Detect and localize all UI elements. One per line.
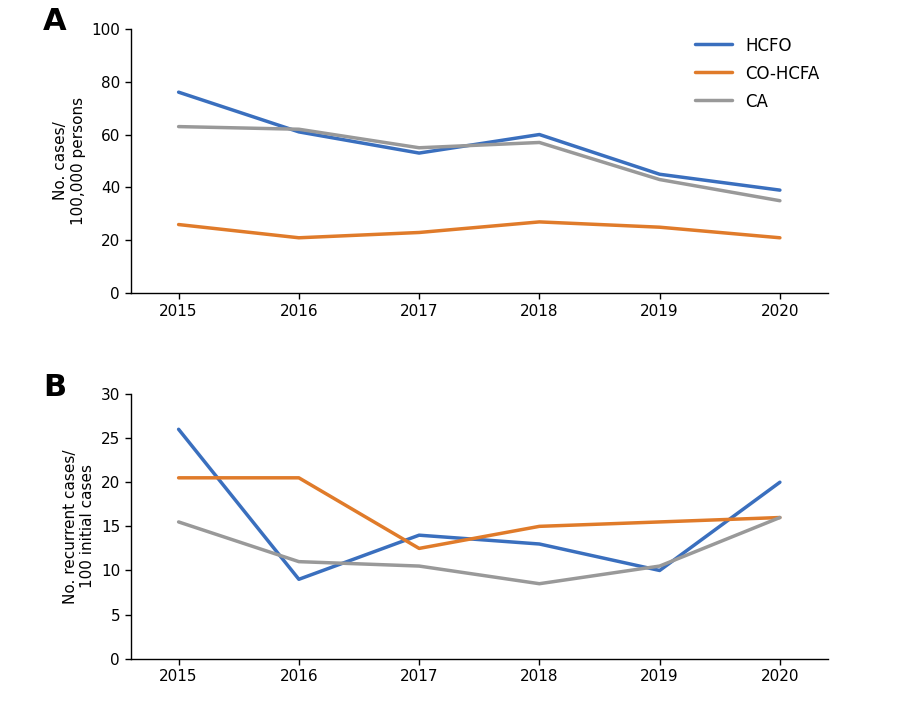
HCFO — [534, 540, 544, 548]
CA — [173, 518, 184, 526]
CO-HCFA — [654, 518, 665, 526]
HCFO — [173, 88, 184, 97]
CA — [654, 562, 665, 571]
HCFO — [654, 566, 665, 575]
HCFO — [173, 425, 184, 434]
CO-HCFA — [414, 544, 425, 553]
Text: B: B — [43, 373, 67, 402]
HCFO — [534, 130, 544, 139]
CA — [654, 175, 665, 184]
HCFO — [775, 186, 786, 195]
Y-axis label: No. recurrent cases/
100 initial cases: No. recurrent cases/ 100 initial cases — [63, 449, 95, 604]
HCFO — [775, 478, 786, 487]
HCFO — [293, 575, 304, 584]
CA — [775, 513, 786, 522]
CO-HCFA — [654, 223, 665, 231]
CO-HCFA — [775, 513, 786, 522]
CO-HCFA — [414, 228, 425, 237]
CA — [534, 579, 544, 588]
CO-HCFA — [173, 473, 184, 482]
HCFO — [293, 127, 304, 136]
Line: CO-HCFA: CO-HCFA — [178, 222, 780, 238]
CO-HCFA — [534, 522, 544, 531]
Line: CA: CA — [178, 127, 780, 200]
HCFO — [414, 149, 425, 158]
CA — [534, 138, 544, 147]
HCFO — [414, 531, 425, 539]
Y-axis label: No. cases/
100,000 persons: No. cases/ 100,000 persons — [53, 97, 86, 225]
CO-HCFA — [173, 221, 184, 229]
CA — [775, 196, 786, 205]
CO-HCFA — [293, 233, 304, 242]
CA — [414, 143, 425, 152]
CO-HCFA — [775, 233, 786, 242]
Line: HCFO: HCFO — [178, 92, 780, 190]
Line: HCFO: HCFO — [178, 430, 780, 579]
HCFO — [654, 170, 665, 178]
CO-HCFA — [293, 473, 304, 482]
Text: A: A — [43, 7, 67, 37]
CA — [414, 562, 425, 571]
CA — [173, 122, 184, 131]
Line: CA: CA — [178, 518, 780, 584]
CO-HCFA — [534, 218, 544, 226]
Line: CO-HCFA: CO-HCFA — [178, 478, 780, 548]
CA — [293, 557, 304, 566]
CA — [293, 125, 304, 134]
Legend: HCFO, CO-HCFA, CA: HCFO, CO-HCFA, CA — [696, 37, 820, 111]
